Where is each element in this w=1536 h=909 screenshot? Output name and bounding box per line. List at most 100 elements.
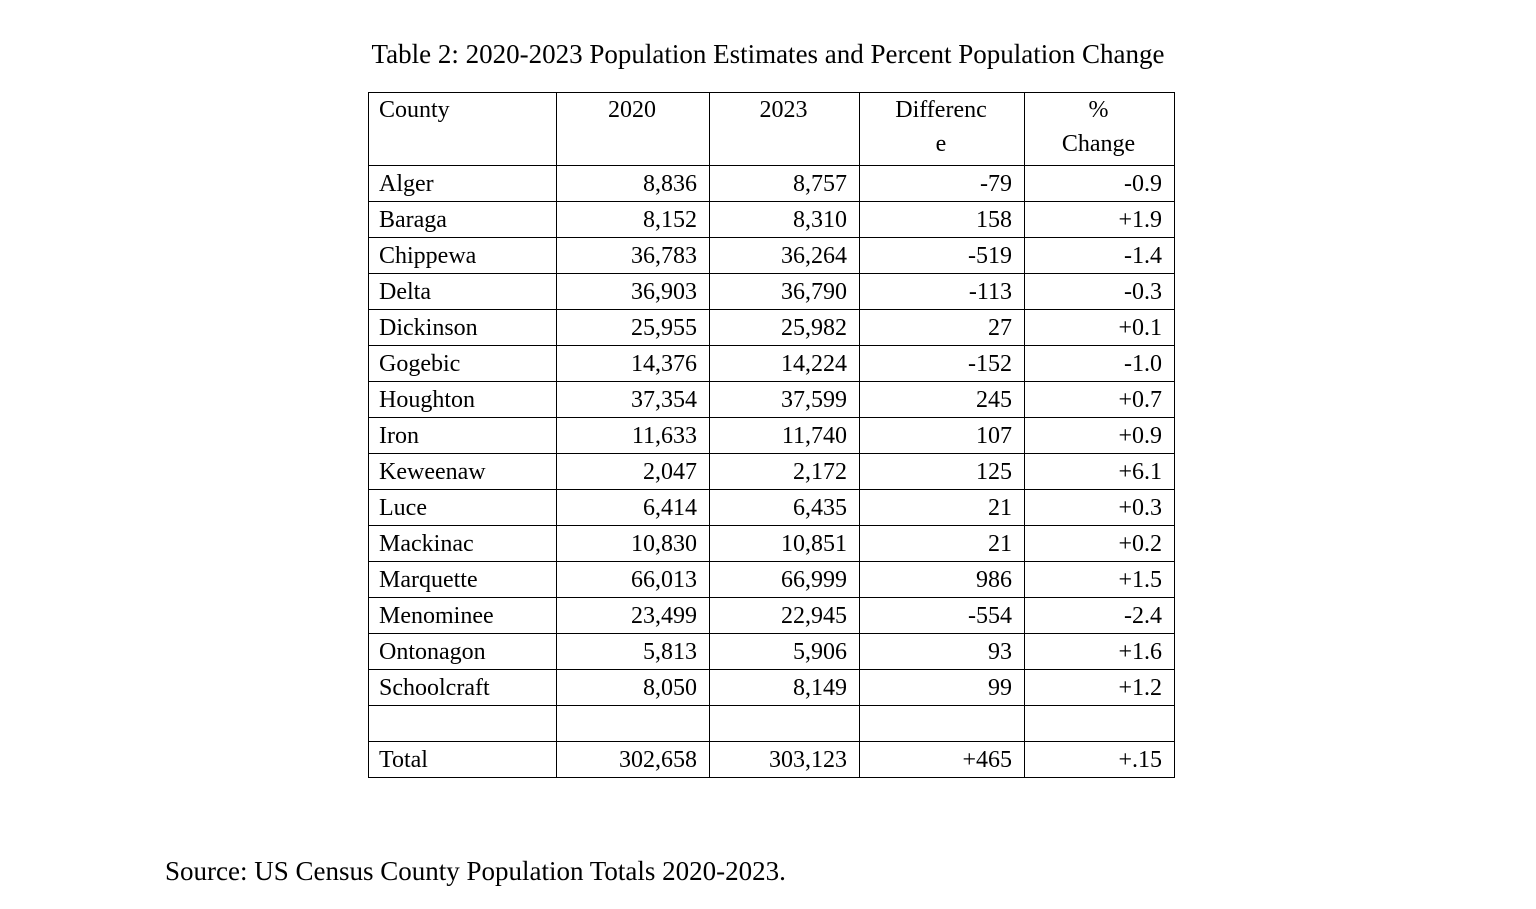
pop-2020-cell: 8,050 [556, 669, 710, 706]
difference-cell: -79 [859, 165, 1025, 202]
pct-change-cell: +0.7 [1024, 381, 1175, 418]
county-cell: Total [368, 741, 557, 778]
difference-cell: 21 [859, 525, 1025, 562]
table-row: Marquette 66,013 66,999 986 +1.5 [368, 561, 1175, 598]
difference-cell: 99 [859, 669, 1025, 706]
header-2023-line2 [720, 127, 847, 161]
header-2020-line1: 2020 [608, 97, 656, 123]
pop-2023-cell: 14,224 [709, 345, 860, 382]
table-row: Gogebic 14,376 14,224 -152 -1.0 [368, 345, 1175, 382]
pop-2023-cell: 303,123 [709, 741, 860, 778]
header-difference-line1: Differenc [895, 97, 987, 123]
header-pct-change: % Change [1024, 92, 1175, 166]
pct-change-cell: +1.2 [1024, 669, 1175, 706]
pct-change-cell: -0.3 [1024, 273, 1175, 310]
pct-change-cell: +6.1 [1024, 453, 1175, 490]
table-row: Baraga 8,152 8,310 158 +1.9 [368, 201, 1175, 238]
source-citation: Source: US Census County Population Tota… [165, 856, 786, 886]
county-cell [368, 705, 557, 742]
pop-2023-cell: 5,906 [709, 633, 860, 670]
pop-2020-cell: 2,047 [556, 453, 710, 490]
table-row: Mackinac 10,830 10,851 21 +0.2 [368, 525, 1175, 562]
difference-cell: -519 [859, 237, 1025, 274]
county-cell: Dickinson [368, 309, 557, 346]
difference-cell: -554 [859, 597, 1025, 634]
pop-2020-cell: 36,903 [556, 273, 710, 310]
difference-cell: 158 [859, 201, 1025, 238]
county-cell: Keweenaw [368, 453, 557, 490]
pct-change-cell: -2.4 [1024, 597, 1175, 634]
county-cell: Marquette [368, 561, 557, 598]
pop-2020-cell: 36,783 [556, 237, 710, 274]
table-row: Schoolcraft 8,050 8,149 99 +1.2 [368, 669, 1175, 706]
county-cell: Delta [368, 273, 557, 310]
pop-2023-cell: 36,264 [709, 237, 860, 274]
pop-2023-cell: 8,310 [709, 201, 860, 238]
difference-cell [859, 705, 1025, 742]
pop-2023-cell: 8,149 [709, 669, 860, 706]
difference-cell: 125 [859, 453, 1025, 490]
difference-cell: +465 [859, 741, 1025, 778]
pct-change-cell: +.15 [1024, 741, 1175, 778]
county-cell: Schoolcraft [368, 669, 557, 706]
header-2023-line1: 2023 [759, 97, 808, 123]
table-body: Alger 8,836 8,757 -79 -0.9 Baraga 8,152 8,310 15… [368, 165, 1175, 778]
difference-cell: 245 [859, 381, 1025, 418]
header-county: County [368, 92, 557, 166]
pct-change-cell: +0.3 [1024, 489, 1175, 526]
pop-2020-cell: 14,376 [556, 345, 710, 382]
county-cell: Alger [368, 165, 557, 202]
pop-2020-cell [556, 705, 710, 742]
header-difference-line2: e [935, 131, 947, 157]
pop-2020-cell: 10,830 [556, 525, 710, 562]
pop-2023-cell: 22,945 [709, 597, 860, 634]
table-row [368, 705, 1175, 742]
difference-cell: -113 [859, 273, 1025, 310]
difference-cell: 21 [859, 489, 1025, 526]
table-row: Menominee 23,499 22,945 -554 -2.4 [368, 597, 1175, 634]
pct-change-cell: -0.9 [1024, 165, 1175, 202]
header-county-line2 [379, 127, 544, 161]
pct-change-cell: +0.2 [1024, 525, 1175, 562]
county-cell: Chippewa [368, 237, 557, 274]
county-cell: Luce [368, 489, 557, 526]
difference-cell: 93 [859, 633, 1025, 670]
county-cell: Iron [368, 417, 557, 454]
header-pct-change-line1: % [1088, 97, 1109, 123]
county-cell: Houghton [368, 381, 557, 418]
pct-change-cell: +1.9 [1024, 201, 1175, 238]
pop-2020-cell: 5,813 [556, 633, 710, 670]
pct-change-cell: -1.4 [1024, 237, 1175, 274]
table-row: Houghton 37,354 37,599 245 +0.7 [368, 381, 1175, 418]
pop-2023-cell [709, 705, 860, 742]
pop-2020-cell: 23,499 [556, 597, 710, 634]
table-row: Chippewa 36,783 36,264 -519 -1.4 [368, 237, 1175, 274]
pop-2020-cell: 11,633 [556, 417, 710, 454]
header-pct-change-line2: Change [1061, 131, 1136, 157]
pct-change-cell: +0.1 [1024, 309, 1175, 346]
table-row: Iron 11,633 11,740 107 +0.9 [368, 417, 1175, 454]
pop-2020-cell: 25,955 [556, 309, 710, 346]
table-row: Total 302,658 303,123 +465 +.15 [368, 741, 1175, 778]
table-row: Alger 8,836 8,757 -79 -0.9 [368, 165, 1175, 202]
pop-2023-cell: 8,757 [709, 165, 860, 202]
table-title: Table 2: 2020-2023 Population Estimates … [371, 39, 1165, 69]
difference-cell: -152 [859, 345, 1025, 382]
header-2023: 2023 [709, 92, 860, 166]
county-cell: Mackinac [368, 525, 557, 562]
county-cell: Menominee [368, 597, 557, 634]
pop-2023-cell: 36,790 [709, 273, 860, 310]
population-table: County 2020 2023 Differenc e % Chan [368, 92, 1175, 778]
pct-change-cell [1024, 705, 1175, 742]
header-2020-line2 [567, 127, 697, 161]
table-row: Luce 6,414 6,435 21 +0.3 [368, 489, 1175, 526]
difference-cell: 27 [859, 309, 1025, 346]
header-difference: Differenc e [859, 92, 1025, 166]
pop-2023-cell: 25,982 [709, 309, 860, 346]
pct-change-cell: -1.0 [1024, 345, 1175, 382]
table-row: Delta 36,903 36,790 -113 -0.3 [368, 273, 1175, 310]
pop-2020-cell: 37,354 [556, 381, 710, 418]
table-row: Ontonagon 5,813 5,906 93 +1.6 [368, 633, 1175, 670]
pct-change-cell: +1.6 [1024, 633, 1175, 670]
pct-change-cell: +0.9 [1024, 417, 1175, 454]
